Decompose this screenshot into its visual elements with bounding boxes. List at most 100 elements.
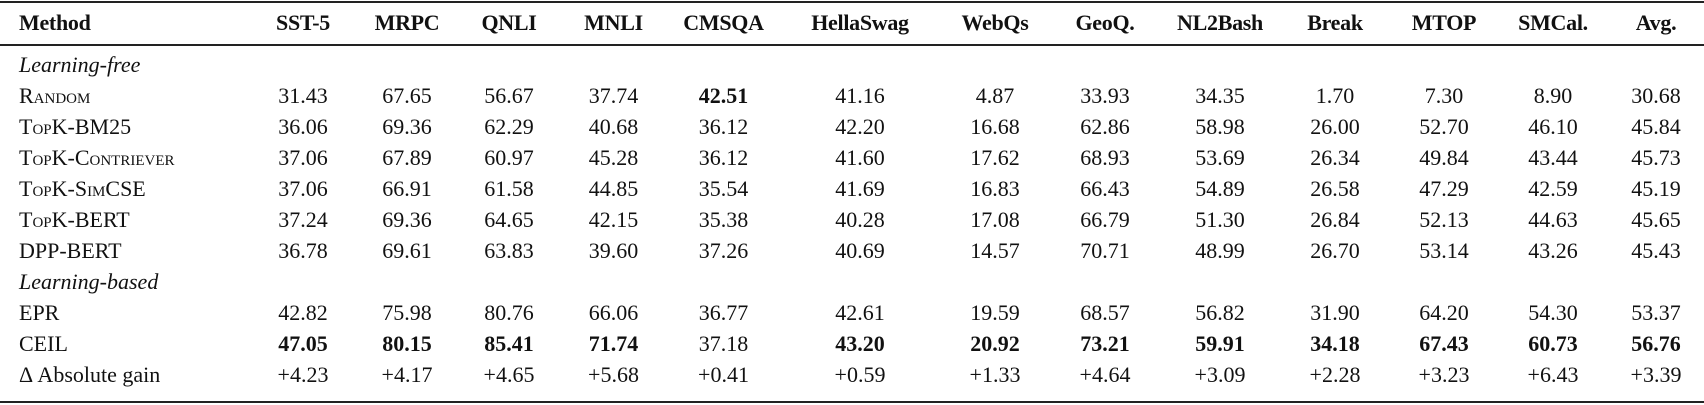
score-cell: 41.16	[835, 83, 885, 108]
score-cell: 42.51	[698, 83, 749, 108]
score-cell: 35.38	[698, 207, 749, 232]
group-row: Learning-free	[0, 49, 1704, 80]
table-row: DPP-BERT 36.78 69.61 63.83 39.60 37.26 40.69 14…	[0, 235, 1704, 266]
score-cell: 47.05	[278, 331, 328, 356]
table-row: TopK-BM25 36.06 69.36 62.29 40.68 36.12 42.20 1…	[0, 111, 1704, 142]
score-cell: 53.69	[1195, 145, 1245, 170]
score-cell: 16.68	[970, 114, 1020, 139]
score-cell: 37.18	[698, 331, 749, 356]
score-cell: 31.43	[278, 83, 328, 108]
score-cell: 39.60	[588, 238, 639, 263]
score-cell: 43.20	[835, 331, 885, 356]
column-header-smcal: SMCal.	[1518, 10, 1588, 35]
score-cell: 52.13	[1419, 207, 1469, 232]
score-cell: 56.76	[1631, 331, 1681, 356]
method-name: TopK-BM25	[19, 114, 132, 139]
column-header-sst-5: SST-5	[276, 10, 330, 35]
score-cell: 51.30	[1195, 207, 1245, 232]
results-table: Method SST-5 MRPC QNLI MNLI CMSQA HellaSwag Web…	[0, 4, 1704, 390]
column-header-nl2bash: NL2Bash	[1177, 10, 1263, 35]
score-cell: 37.06	[278, 145, 328, 170]
score-cell: 37.24	[278, 207, 328, 232]
score-cell: 45.43	[1631, 238, 1681, 263]
score-cell: 19.59	[970, 300, 1020, 325]
score-cell: +4.65	[483, 362, 535, 387]
method-name: TopK-Contriever	[19, 145, 175, 170]
score-cell: 45.19	[1631, 176, 1681, 201]
score-cell: 53.14	[1419, 238, 1469, 263]
score-cell: 42.20	[835, 114, 885, 139]
column-header-webqs: WebQs	[961, 10, 1029, 35]
score-cell: 70.71	[1080, 238, 1130, 263]
score-cell: 85.41	[484, 331, 534, 356]
score-cell: 44.63	[1528, 207, 1578, 232]
score-cell: 45.73	[1631, 145, 1681, 170]
score-cell: 35.54	[698, 176, 749, 201]
score-cell: 52.70	[1419, 114, 1469, 139]
spacer-row	[0, 42, 1704, 49]
score-cell: +5.68	[588, 362, 639, 387]
table-row: CEIL 47.05 80.15 85.41 71.74 37.18 43.20 20.92 7…	[0, 328, 1704, 359]
score-cell: +1.33	[969, 362, 1021, 387]
score-cell: 26.70	[1310, 238, 1360, 263]
score-cell: +6.43	[1527, 362, 1579, 387]
score-cell: 20.92	[970, 331, 1020, 356]
column-header-cmsqa: CMSQA	[683, 10, 764, 35]
score-cell: 80.76	[484, 300, 534, 325]
score-cell: 36.06	[278, 114, 328, 139]
column-header-geoq: GeoQ.	[1075, 10, 1135, 35]
score-cell: 41.60	[835, 145, 885, 170]
score-cell: 60.97	[484, 145, 534, 170]
score-cell: 66.43	[1080, 176, 1130, 201]
method-name: CEIL	[19, 331, 68, 356]
score-cell: +4.23	[277, 362, 329, 387]
group-row: Learning-based	[0, 266, 1704, 297]
score-cell: 26.34	[1310, 145, 1360, 170]
score-cell: 67.43	[1419, 331, 1469, 356]
table-row: TopK-BERT 37.24 69.36 64.65 42.15 35.38 40.28 1…	[0, 204, 1704, 235]
score-cell: 36.12	[698, 114, 749, 139]
header-row: Method SST-5 MRPC QNLI MNLI CMSQA HellaSwag Web…	[0, 4, 1704, 42]
score-cell: 34.18	[1310, 331, 1360, 356]
score-cell: 45.28	[588, 145, 639, 170]
score-cell: 66.79	[1080, 207, 1130, 232]
score-cell: 40.68	[588, 114, 639, 139]
score-cell: 30.68	[1631, 83, 1681, 108]
column-header-mnli: MNLI	[584, 10, 643, 35]
score-cell: +3.39	[1630, 362, 1682, 387]
score-cell: +3.09	[1194, 362, 1246, 387]
score-cell: 62.29	[484, 114, 534, 139]
column-header-break: Break	[1307, 10, 1363, 35]
score-cell: 61.58	[484, 176, 534, 201]
score-cell: 41.69	[835, 176, 885, 201]
score-cell: +4.64	[1079, 362, 1131, 387]
score-cell: 66.91	[382, 176, 432, 201]
score-cell: 16.83	[970, 176, 1020, 201]
score-cell: 58.98	[1195, 114, 1245, 139]
column-header-mrpc: MRPC	[374, 10, 440, 35]
column-header-hellaswag: HellaSwag	[811, 10, 909, 35]
table-row: Random 31.43 67.65 56.67 37.74 42.51 41.16 4.87…	[0, 80, 1704, 111]
score-cell: 36.78	[278, 238, 328, 263]
score-cell: 75.98	[382, 300, 432, 325]
score-cell: 69.36	[382, 207, 432, 232]
score-cell: 47.29	[1419, 176, 1469, 201]
header-rule	[0, 44, 1704, 46]
score-cell: 73.21	[1080, 331, 1130, 356]
score-cell: 46.10	[1528, 114, 1578, 139]
score-cell: 67.89	[382, 145, 432, 170]
top-rule	[0, 1, 1704, 3]
score-cell: 71.74	[588, 331, 639, 356]
table-row: TopK-Contriever 37.06 67.89 60.97 45.28 36.12…	[0, 142, 1704, 173]
score-cell: 26.00	[1310, 114, 1360, 139]
score-cell: 62.86	[1080, 114, 1130, 139]
score-cell: +3.23	[1418, 362, 1470, 387]
group-label: Learning-free	[19, 52, 141, 77]
score-cell: 37.26	[698, 238, 749, 263]
score-cell: +0.59	[834, 362, 886, 387]
score-cell: 45.84	[1631, 114, 1681, 139]
score-cell: +4.17	[381, 362, 433, 387]
method-name: EPR	[19, 300, 60, 325]
score-cell: 40.28	[835, 207, 885, 232]
